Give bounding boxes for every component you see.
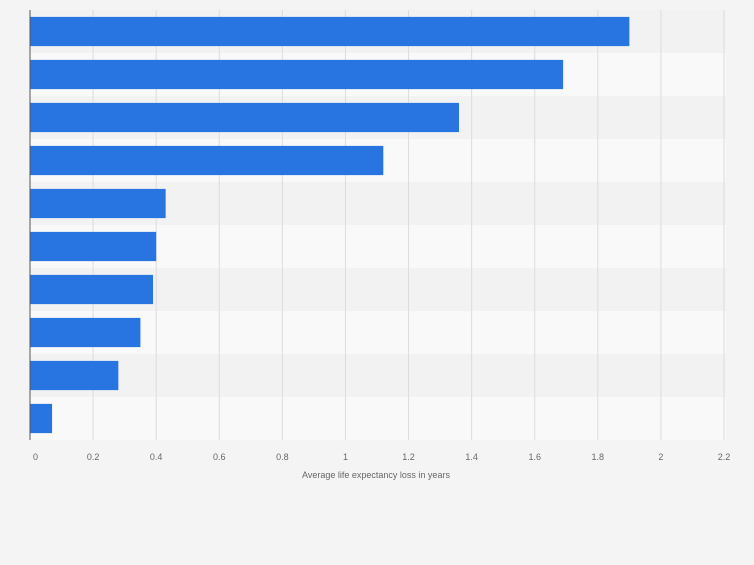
bar [30, 102, 460, 133]
x-tick-label: 1.6 [528, 452, 541, 462]
x-tick-label: 2 [658, 452, 663, 462]
bar [30, 403, 53, 434]
bar [30, 145, 384, 176]
bar [30, 59, 564, 90]
x-axis-label: Average life expectancy loss in years [302, 470, 450, 480]
row-band [30, 311, 726, 354]
row-band [30, 397, 726, 440]
bar [30, 188, 166, 219]
x-tick-label: 0.2 [87, 452, 100, 462]
row-band [30, 354, 726, 397]
x-axis-ticks: 0 0.2 0.4 0.6 0.8 1 1.2 1.4 1.6 1.8 2 2.2 [33, 452, 730, 462]
x-tick-label: 2.2 [718, 452, 731, 462]
bar [30, 360, 119, 391]
bar [30, 231, 157, 262]
bar [30, 317, 141, 348]
x-tick-label: 1.8 [592, 452, 605, 462]
x-tick-label: 0 [33, 452, 38, 462]
x-tick-label: 1 [343, 452, 348, 462]
x-tick-label: 1.2 [402, 452, 415, 462]
x-tick-label: 0.6 [213, 452, 226, 462]
x-tick-label: 0.8 [276, 452, 289, 462]
x-tick-label: 1.4 [465, 452, 478, 462]
bars [30, 16, 630, 434]
bar [30, 16, 630, 47]
bar [30, 274, 154, 305]
x-tick-label: 0.4 [150, 452, 163, 462]
